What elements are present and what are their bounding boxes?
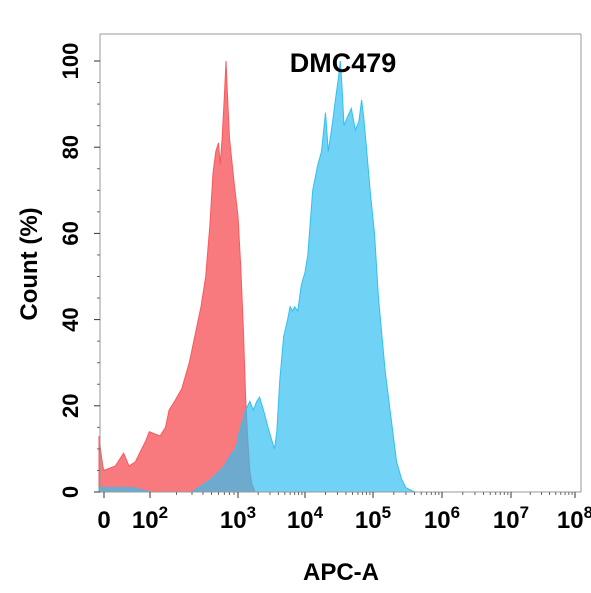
y-tick-label: 80 — [58, 135, 83, 159]
x-tick-label: 108 — [557, 503, 591, 534]
x-tick-label: 103 — [220, 503, 256, 534]
histogram-series-1 — [98, 60, 256, 493]
chart-title: DMC479 — [290, 48, 397, 78]
x-tick-label: 106 — [424, 503, 460, 534]
y-tick-label: 20 — [58, 394, 83, 418]
x-axis-ticks: 0 102 103 104 105 106 107 108 — [97, 492, 591, 534]
histogram-areas — [98, 60, 415, 493]
y-tick-label: 40 — [58, 307, 83, 331]
x-tick-label: 105 — [355, 503, 391, 534]
plot-frame — [99, 33, 582, 493]
y-tick-label: 60 — [58, 221, 83, 245]
y-tick-label: 100 — [58, 43, 83, 80]
x-tick-label: 107 — [493, 503, 529, 534]
x-tick-label: 104 — [287, 503, 324, 534]
histogram-series-2 — [98, 60, 415, 493]
x-tick-label: 102 — [132, 503, 168, 534]
y-axis-label: Count (%) — [16, 207, 43, 320]
x-axis-label: APC-A — [303, 559, 379, 586]
x-tick-label: 0 — [97, 507, 110, 534]
y-axis-ticks: 0 20 40 60 80 100 — [58, 43, 100, 498]
y-tick-label: 0 — [58, 486, 83, 498]
